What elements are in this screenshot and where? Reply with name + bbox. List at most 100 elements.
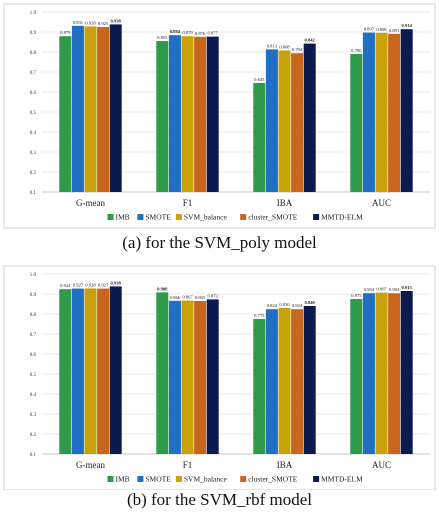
data-label: 0.884 [170,29,181,34]
y-tick-label: 0.5 [30,111,37,116]
x-tick-label: F1 [183,460,193,470]
data-label: 0.908 [157,286,168,291]
bar [400,291,413,454]
figure-svm-poly: 0.1 0.2 0.3 0.4 0.5 0.6 0.7 0.8 0.9 1.0 0.879 0.931… [3,3,436,252]
data-label: 0.775 [254,313,265,318]
y-tick-label: 0.6 [30,353,37,358]
data-label: 0.808 [279,44,290,49]
chart-svm-rbf: 0.10.20.30.40.50.60.70.80.91.00.924 0.927… [3,265,436,490]
bar [97,288,110,454]
y-tick-label: 0.3 [30,413,37,418]
legend-swatch [137,214,144,220]
data-label: 0.924 [60,283,71,288]
data-label: 0.866 [170,295,181,300]
bar [278,50,291,193]
legend-swatch [107,476,114,482]
data-label: 0.840 [305,300,316,305]
chart-frame [3,265,436,490]
x-tick-label: IBA [277,198,293,208]
bar [291,53,304,193]
y-tick-label: 0.2 [30,171,37,176]
data-label: 0.891 [389,28,400,33]
caption-svm-rbf: (b) for the SVM_rbf model [126,490,313,509]
data-label: 0.896 [376,27,387,32]
bar [278,308,291,454]
bar [156,292,169,454]
data-label: 0.897 [364,27,375,32]
y-tick-label: 0.6 [30,91,37,96]
data-label: 0.928 [85,20,96,25]
data-label: 0.879 [60,30,71,35]
y-tick-label: 0.2 [30,433,37,438]
data-label: 0.824 [292,303,303,308]
bar [253,83,266,192]
x-tick-label: AUC [372,198,391,208]
bar [206,299,219,454]
legend-entry: SMOTE [145,213,171,222]
x-tick-label: IBA [277,460,293,470]
data-label: 0.855 [157,35,168,40]
bar [303,306,316,454]
legend-swatch [175,214,182,220]
bar [181,36,194,193]
data-label: 0.790 [351,48,362,53]
data-label: 0.927 [73,283,84,288]
bar [71,25,84,192]
bar [59,289,72,454]
legend-entry: cluster_SMOTE [248,475,298,484]
legend-entry: IMB [116,213,130,222]
data-label: 0.914 [402,23,413,28]
bar [168,300,181,454]
bar [59,36,72,193]
x-tick-label: F1 [183,198,193,208]
data-label: 0.931 [73,20,84,25]
bar [84,26,97,193]
data-label: 0.877 [208,31,219,36]
y-tick-label: 0.5 [30,373,37,378]
legend-entry: cluster_SMOTE [248,213,298,222]
bar [97,27,110,192]
data-label: 0.938 [111,18,122,23]
legend-swatch [175,476,182,482]
legend-entry: SVM_balance [184,213,228,222]
data-label: 0.645 [254,77,265,82]
y-tick-label: 0.3 [30,151,37,156]
legend-swatch [240,214,247,220]
bar [350,54,363,192]
y-tick-label: 0.7 [30,333,37,338]
x-tick-label: AUC [372,460,391,470]
data-label: 0.925 [98,21,109,26]
bar [265,49,278,193]
x-tick-label: G-mean [76,460,105,470]
x-tick-label: G-mean [76,198,105,208]
caption-svm-poly: (a) for the SVM_poly model [122,233,317,252]
bar [388,33,401,192]
bar [388,293,401,454]
bar [206,36,219,192]
bar [194,36,207,192]
bar [194,301,207,454]
legend-entry: SVM_balance [184,475,228,484]
bar [400,29,413,193]
data-label: 0.813 [267,43,278,48]
data-label: 0.915 [402,285,413,290]
y-tick-label: 0.8 [30,51,37,56]
data-label: 0.927 [98,283,109,288]
bar [265,309,278,454]
data-label: 0.876 [195,31,206,36]
bar [156,41,169,192]
data-label: 0.938 [111,280,122,285]
data-label: 0.830 [279,302,290,307]
data-label: 0.794 [292,47,303,52]
legend-swatch [313,214,320,220]
legend-entry: MMTD-ELM [321,213,363,222]
legend-swatch [240,476,247,482]
chart-svm-poly: 0.10.20.30.40.50.60.70.80.91.00.8790.931… [3,3,436,229]
legend-swatch [107,214,114,220]
data-label: 0.907 [376,287,387,292]
y-tick-label: 0.4 [30,131,37,136]
legend-swatch [313,476,320,482]
y-tick-label: 0.9 [30,293,37,298]
bar [362,293,375,454]
y-tick-label: 0.7 [30,71,37,76]
